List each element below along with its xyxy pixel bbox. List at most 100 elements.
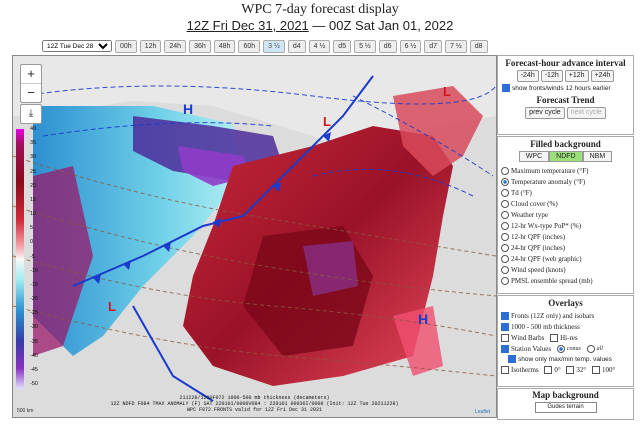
- background-option[interactable]: Cloud cover (%): [498, 198, 633, 209]
- forecast-hour-button[interactable]: 6 ½: [399, 40, 422, 53]
- background-option-radio[interactable]: [501, 166, 509, 175]
- background-option-radio[interactable]: [501, 276, 509, 285]
- background-option-radio[interactable]: [501, 265, 509, 274]
- wind-barbs-checkbox[interactable]: [501, 333, 509, 342]
- hires-checkbox[interactable]: [550, 333, 559, 342]
- legend-label: -30: [30, 324, 38, 331]
- forecast-hour-button[interactable]: 24h: [164, 40, 187, 53]
- advance-heading: Forecast-hour advance interval: [505, 58, 626, 68]
- next-cycle-button[interactable]: next cycle: [566, 107, 606, 119]
- forecast-hour-button[interactable]: 7 ½: [445, 40, 467, 53]
- background-option[interactable]: PMSL ensemble spread (mb): [498, 275, 633, 286]
- background-source-button[interactable]: NDFD: [549, 151, 583, 162]
- leaflet-attribution[interactable]: Leaflet: [474, 409, 490, 415]
- low-pressure-north: L: [323, 114, 331, 129]
- zoom-out-button[interactable]: −: [27, 85, 35, 100]
- forecast-hour-button[interactable]: d5: [333, 40, 352, 53]
- background-option-radio[interactable]: [501, 199, 509, 208]
- map-info-text: 211228/1200F072 1000-500 mb thickness (d…: [13, 395, 496, 413]
- show-fronts-checkbox[interactable]: [502, 84, 510, 92]
- background-source-button[interactable]: WPC: [518, 151, 550, 162]
- legend-label: 15: [30, 196, 37, 203]
- legend-label: -40: [30, 352, 38, 359]
- iso-32-checkbox[interactable]: [566, 365, 575, 374]
- forecast-map[interactable]: H H L L L: [12, 55, 497, 418]
- high-pressure-atlantic: H: [418, 311, 428, 327]
- legend-label: 35: [30, 140, 37, 147]
- conus-radio[interactable]: [556, 344, 565, 353]
- overlay-station-values[interactable]: Station Values conus all: [498, 343, 633, 354]
- overlay-maxmin[interactable]: show only max/min temp. values: [498, 354, 633, 364]
- show-fronts-label: show fronts/winds 12 hours earlier: [512, 84, 611, 92]
- map-info-line3: WPC F072 FRONTS valid for 12Z Fri Dec 31…: [186, 407, 323, 413]
- forecast-hour-buttons: 00h 12h 24h 36h 48h 60h 3 ½ d4 4 ½ d5 5 ½ d6 6 ½ d7 7 …: [115, 40, 488, 53]
- overlay-fronts[interactable]: Fronts (12Z only) and isobars: [498, 310, 633, 321]
- advance-button[interactable]: +12h: [564, 70, 589, 82]
- forecast-hour-button[interactable]: 00h: [115, 40, 137, 53]
- valid-to: 00Z Sat Jan 01, 2022: [329, 18, 454, 33]
- advance-buttons: -24h -12h +12h +24h: [498, 70, 633, 82]
- advance-button[interactable]: -12h: [540, 70, 563, 82]
- background-options: Maximum temperature (°F) Temperature anom…: [498, 165, 633, 286]
- background-option[interactable]: Wind speed (knots): [498, 264, 633, 275]
- all-radio[interactable]: [586, 344, 595, 353]
- show-fronts-earlier[interactable]: show fronts/winds 12 hours earlier: [498, 83, 633, 93]
- background-source-button[interactable]: NBM: [582, 151, 613, 162]
- forecast-hour-button[interactable]: 12h: [139, 40, 162, 53]
- iso-0-checkbox[interactable]: [544, 365, 553, 374]
- background-option-radio[interactable]: [501, 221, 509, 230]
- forecast-hour-button[interactable]: 3 ½: [263, 40, 285, 53]
- map-background-select[interactable]: Gudes terrain: [534, 402, 597, 413]
- conus-label: conus: [566, 345, 581, 352]
- forecast-hour-button[interactable]: d7: [424, 40, 443, 53]
- background-option-label: 12-hr QPF (inches): [511, 232, 566, 241]
- legend-label: -35: [30, 338, 38, 345]
- prev-cycle-button[interactable]: prev cycle: [525, 107, 565, 119]
- thickness-checkbox[interactable]: [501, 322, 509, 331]
- overlay-isotherms[interactable]: Isotherms 0° 32° 100°: [498, 364, 633, 375]
- hires-label: Hi-res: [560, 333, 578, 342]
- background-option-radio[interactable]: [501, 188, 509, 197]
- isotherms-checkbox[interactable]: [501, 365, 509, 374]
- forecast-hour-button[interactable]: d4: [287, 40, 306, 53]
- background-option[interactable]: 12-hr QPF (inches): [498, 231, 633, 242]
- download-icon[interactable]: ⤓: [20, 104, 42, 124]
- advance-button[interactable]: +24h: [590, 70, 615, 82]
- background-option-radio[interactable]: [501, 232, 509, 241]
- background-option[interactable]: 24-hr QPF (web graphic): [498, 253, 633, 264]
- background-option[interactable]: Maximum temperature (°F): [498, 165, 633, 176]
- low-pressure-southwest: L: [108, 299, 116, 314]
- map-background-panel: Map background Gudes terrain: [497, 388, 634, 420]
- background-option-radio[interactable]: [501, 210, 509, 219]
- background-option[interactable]: Temperature anomaly (°F): [498, 176, 633, 187]
- background-option-radio[interactable]: [501, 177, 509, 186]
- low-pressure-northeast: L: [443, 84, 451, 99]
- forecast-hour-button[interactable]: 60h: [238, 40, 261, 53]
- forecast-hour-button[interactable]: 4 ½: [308, 40, 331, 53]
- advance-button[interactable]: -24h: [516, 70, 539, 82]
- iso-100-label: 100°: [601, 365, 616, 374]
- legend-label: 25: [30, 168, 37, 175]
- forecast-hour-button[interactable]: d6: [378, 40, 397, 53]
- forecast-hour-button[interactable]: 36h: [189, 40, 211, 53]
- iso-100-checkbox[interactable]: [591, 365, 600, 374]
- background-option[interactable]: Weather type: [498, 209, 633, 220]
- forecast-hour-button[interactable]: d8: [469, 40, 488, 53]
- overlay-wind-barbs[interactable]: Wind Barbs Hi-res: [498, 332, 633, 343]
- background-option[interactable]: 12-hr Wx-type PoP* (%): [498, 220, 633, 231]
- station-values-checkbox[interactable]: [501, 344, 509, 353]
- zoom-in-button[interactable]: +: [21, 65, 41, 84]
- maxmin-checkbox[interactable]: [508, 355, 516, 363]
- forecast-hour-button[interactable]: 48h: [213, 40, 236, 53]
- color-scale-legend: 40 35 30 25 20 15 10 5 0 -5 -10 -15 -20 -25 -30 -35 -40 -…: [16, 126, 38, 389]
- legend-label: 30: [30, 154, 37, 161]
- overlay-thickness[interactable]: 1000 - 500 mb thickness: [498, 321, 633, 332]
- background-option-radio[interactable]: [501, 254, 509, 263]
- fronts-checkbox[interactable]: [501, 311, 509, 320]
- background-option-radio[interactable]: [501, 243, 509, 252]
- background-option[interactable]: Td (°F): [498, 187, 633, 198]
- forecast-hour-button[interactable]: 5 ½: [354, 40, 376, 53]
- background-option[interactable]: 24-hr QPF (inches): [498, 242, 633, 253]
- cycle-select[interactable]: 12Z Tue Dec 28: [42, 40, 112, 52]
- forecast-hour-toolbar: 12Z Tue Dec 28 00h 12h 24h 36h 48h 60h 3 ½ d4 4 …: [42, 40, 488, 53]
